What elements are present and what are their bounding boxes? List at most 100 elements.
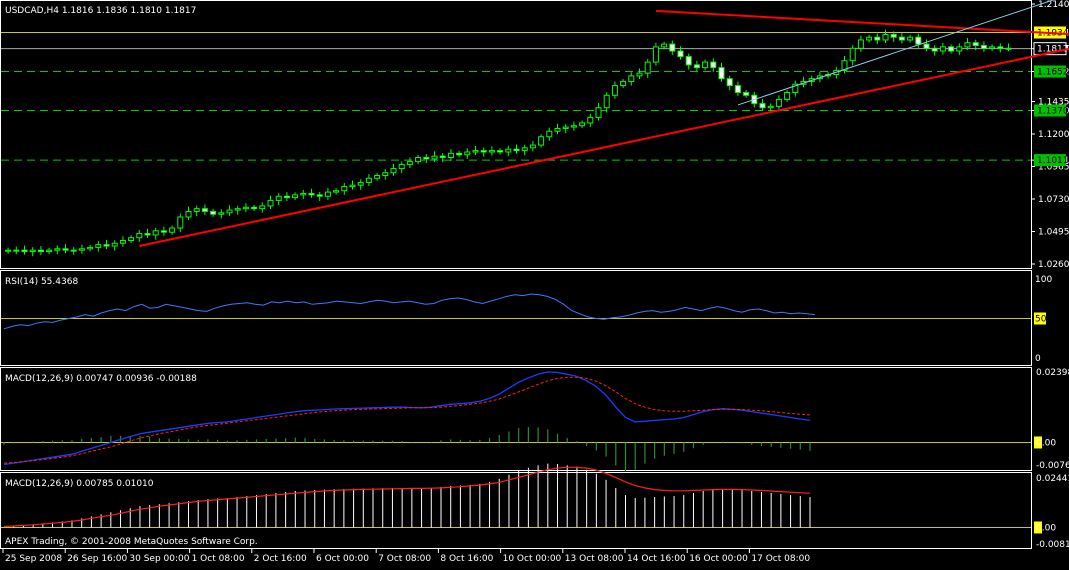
symbol-title: USDCAD,H4 1.1816 1.1836 1.1810 1.1817 <box>5 6 196 16</box>
support-trendline <box>139 47 1069 247</box>
bear-candle <box>201 208 208 212</box>
time-tick-label: 25 Sep 2008 <box>5 554 62 564</box>
bull-candle <box>242 206 249 210</box>
bear-candle <box>62 248 69 251</box>
rsi-title: RSI(14) 55.4368 <box>5 277 78 287</box>
price-tick-label: 1.0260 <box>1038 260 1069 270</box>
macd1-tick-label: -0.00766 <box>1036 461 1069 471</box>
macd1-pane-frame <box>0 367 1032 471</box>
bear-candle <box>456 152 463 156</box>
time-tick-label: 30 Sep 00:00 <box>129 554 189 564</box>
bear-candle <box>513 148 520 152</box>
macd1-signal-line <box>3 376 811 464</box>
macd2-tick-label: 0.00 <box>1036 523 1056 533</box>
bull-candle <box>78 248 85 251</box>
pane-frames <box>0 0 1032 549</box>
price-tick-label: 1.0965 <box>1038 163 1069 173</box>
bear-candle <box>693 64 700 69</box>
macd1-tick-label: 0.02398 <box>1036 368 1069 378</box>
bear-candle <box>685 56 692 66</box>
price-tick-label: 1.2140 <box>1038 0 1069 10</box>
bull-candle <box>349 184 356 188</box>
bear-candle <box>677 50 684 58</box>
bull-candle <box>784 92 791 100</box>
bull-candle <box>611 85 618 96</box>
bull-candle <box>398 163 405 170</box>
rsi-pane-frame <box>0 270 1032 366</box>
bear-candle <box>972 42 979 46</box>
bear-candle <box>480 150 487 153</box>
bear-candle <box>37 249 44 253</box>
bear-candle <box>734 85 741 94</box>
bull-candle <box>603 94 610 109</box>
bull-candle <box>128 237 135 241</box>
bull-candle <box>292 194 299 199</box>
bull-candle <box>226 209 233 214</box>
bull-candle <box>267 199 274 207</box>
price-tick-label: 1.1435 <box>1038 98 1069 108</box>
bull-candle <box>956 46 963 52</box>
bull-candle <box>54 248 61 251</box>
bear-candle <box>997 46 1004 49</box>
copyright-text: APEX Trading, © 2001-2008 MetaQuotes Sof… <box>5 537 258 547</box>
bull-candle <box>841 60 848 71</box>
bear-candle <box>890 33 897 38</box>
time-tick-label: 17 Oct 08:00 <box>751 554 810 564</box>
macd1-pane[interactable]: 0.02398 0.00 -0.00766 <box>1 368 1069 472</box>
macd2-zero-box <box>1034 521 1042 534</box>
bull-candle <box>324 191 331 197</box>
bear-candle <box>718 67 725 80</box>
macd2-pane[interactable]: 0.02441 0.00 -0.00816 <box>1 463 1069 550</box>
bull-candle <box>431 155 438 160</box>
bear-candle <box>439 155 446 159</box>
bull-candle <box>152 230 159 236</box>
bull-candle <box>554 127 561 132</box>
rsi-level-box <box>1034 312 1046 325</box>
bull-candle <box>185 210 192 218</box>
bull-candle <box>857 39 864 49</box>
time-tick-label: 26 Sep 16:00 <box>67 554 127 564</box>
rsi-tick-label: 100 <box>1035 275 1052 285</box>
bull-candle <box>111 242 118 247</box>
bull-candle <box>70 249 77 252</box>
bull-candle <box>882 33 889 41</box>
level-price-label: 1.1011 <box>1037 156 1069 166</box>
bear-candle <box>915 36 922 45</box>
bull-candle <box>29 249 36 253</box>
bull-candle <box>169 227 176 233</box>
bull-candle <box>177 216 184 229</box>
bull-candle <box>415 157 422 163</box>
time-tick-label: 14 Oct 16:00 <box>627 554 686 564</box>
bull-candle <box>964 42 971 48</box>
bull-candle <box>46 249 53 253</box>
bull-candle <box>529 144 536 149</box>
bull-candle <box>193 208 200 212</box>
price-tick-label: 1.0730 <box>1038 195 1069 205</box>
bull-candle <box>472 150 479 153</box>
bull-candle <box>136 233 143 239</box>
level-price-box <box>1034 104 1066 117</box>
macd2-title: MACD(12,26,9) 0.00785 0.01010 <box>5 479 154 489</box>
last-price-label: 1.1817 <box>1037 45 1069 55</box>
macd2-tick-label: -0.00816 <box>1036 540 1069 550</box>
bear-candle <box>316 194 323 197</box>
price-pane[interactable]: 1.21401.19341.18171.16521.14351.13701.12… <box>1 0 1069 270</box>
macd1-zero-box <box>1034 436 1042 449</box>
bull-candle <box>644 61 651 74</box>
bear-candle <box>251 206 258 210</box>
bull-candle <box>989 46 996 49</box>
bear-candle <box>210 210 217 215</box>
bull-candle <box>628 75 635 82</box>
bull-candle <box>488 150 495 153</box>
rsi-pane[interactable]: 100 50 0 <box>1 275 1052 364</box>
macd2-tick-label: 0.02441 <box>1036 474 1069 484</box>
bear-candle <box>931 47 938 52</box>
level-price-box <box>1034 65 1066 78</box>
bull-candle <box>538 136 545 146</box>
time-tick-label: 6 Oct 00:00 <box>316 554 369 564</box>
macd2-pane-frame <box>0 472 1032 549</box>
bull-candle <box>275 195 282 201</box>
bull-candle <box>365 177 372 183</box>
